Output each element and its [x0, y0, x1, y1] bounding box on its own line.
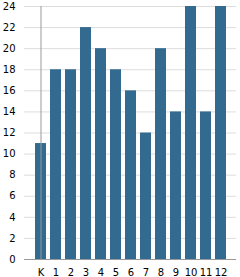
svg-text:12: 12: [215, 267, 228, 277]
svg-text:22: 22: [3, 22, 16, 33]
svg-text:10: 10: [3, 148, 16, 159]
svg-text:9: 9: [173, 267, 179, 277]
svg-text:16: 16: [3, 85, 16, 96]
svg-text:5: 5: [113, 267, 119, 277]
svg-text:6: 6: [128, 267, 134, 277]
svg-text:24: 24: [3, 1, 16, 12]
svg-text:7: 7: [143, 267, 149, 277]
svg-text:4: 4: [9, 212, 15, 223]
svg-text:8: 8: [9, 169, 15, 180]
svg-text:20: 20: [3, 43, 16, 54]
svg-text:K: K: [38, 267, 45, 277]
svg-text:1: 1: [53, 267, 59, 277]
svg-text:0: 0: [9, 254, 15, 265]
svg-text:11: 11: [200, 267, 213, 277]
svg-text:10: 10: [185, 267, 198, 277]
svg-text:6: 6: [9, 190, 15, 201]
svg-text:18: 18: [3, 64, 16, 75]
svg-text:4: 4: [98, 267, 104, 277]
svg-text:8: 8: [158, 267, 164, 277]
svg-text:14: 14: [3, 106, 16, 117]
svg-text:12: 12: [3, 127, 16, 138]
svg-text:2: 2: [68, 267, 74, 277]
svg-text:2: 2: [9, 233, 15, 244]
svg-text:3: 3: [83, 267, 89, 277]
